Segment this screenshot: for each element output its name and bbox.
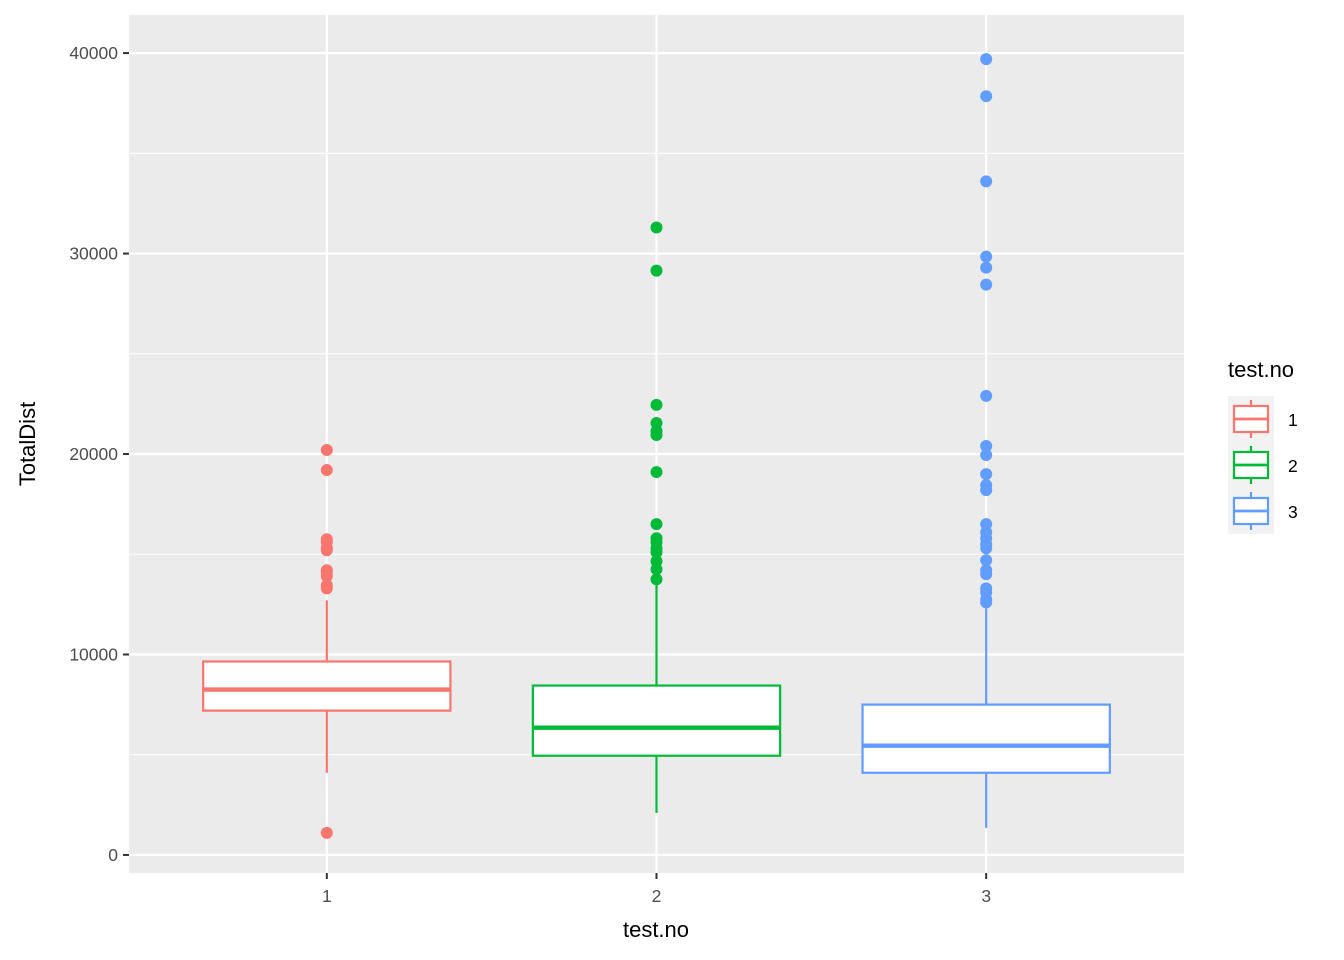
legend-title: test.no bbox=[1228, 357, 1294, 382]
legend-keys: 1 2 3 bbox=[1228, 396, 1298, 534]
outlier-point bbox=[650, 573, 663, 586]
legend-label: 2 bbox=[1288, 456, 1298, 476]
legend-key-2: 2 bbox=[1228, 442, 1298, 488]
outlier-point bbox=[320, 826, 333, 839]
outlier-point bbox=[980, 278, 993, 291]
y-tick-label: 30000 bbox=[69, 244, 118, 264]
x-tick-label: 2 bbox=[652, 886, 662, 906]
outlier-point bbox=[650, 555, 663, 568]
outlier-point bbox=[980, 449, 993, 462]
x-axis: 1 2 3 bbox=[322, 873, 991, 906]
legend-label: 3 bbox=[1288, 502, 1298, 522]
outlier-point bbox=[980, 554, 993, 567]
outlier-point bbox=[650, 221, 663, 234]
box bbox=[202, 660, 452, 712]
outlier-point bbox=[980, 250, 993, 263]
outlier-point bbox=[320, 564, 333, 577]
outlier-point bbox=[320, 579, 333, 592]
outlier-point bbox=[650, 416, 663, 429]
outlier-point bbox=[980, 582, 993, 595]
outlier-point bbox=[650, 264, 663, 277]
boxplot-1 bbox=[202, 444, 452, 839]
outlier-point bbox=[320, 533, 333, 546]
outlier-point bbox=[980, 261, 993, 274]
legend: test.no 1 2 3 bbox=[1228, 357, 1298, 534]
outlier-point bbox=[980, 564, 993, 577]
y-axis-title: TotalDist bbox=[15, 402, 40, 486]
x-axis-title: test.no bbox=[623, 917, 689, 942]
outlier-point bbox=[320, 444, 333, 457]
y-tick-label: 0 bbox=[108, 845, 118, 865]
legend-key-1: 1 bbox=[1228, 396, 1298, 442]
y-tick-label: 10000 bbox=[69, 644, 118, 664]
outlier-point bbox=[650, 398, 663, 411]
outlier-point bbox=[650, 532, 663, 545]
outlier-point bbox=[650, 466, 663, 479]
outlier-point bbox=[980, 175, 993, 188]
x-tick-label: 3 bbox=[981, 886, 991, 906]
y-tick-label: 40000 bbox=[69, 43, 118, 63]
boxplots bbox=[202, 53, 1111, 839]
boxplot-3 bbox=[861, 53, 1111, 828]
outlier-point bbox=[980, 518, 993, 531]
outlier-point bbox=[980, 53, 993, 66]
box bbox=[531, 684, 782, 757]
legend-label: 1 bbox=[1288, 410, 1298, 430]
outlier-point bbox=[320, 464, 333, 477]
x-tick-label: 1 bbox=[322, 886, 332, 906]
outlier-point bbox=[980, 389, 993, 402]
outlier-point bbox=[650, 518, 663, 531]
y-tick-label: 20000 bbox=[69, 444, 118, 464]
legend-key-3: 3 bbox=[1228, 488, 1298, 534]
y-axis: 0 10000 20000 30000 40000 bbox=[69, 43, 129, 865]
outlier-point bbox=[980, 440, 993, 453]
outlier-point bbox=[980, 468, 993, 481]
box bbox=[861, 703, 1111, 774]
boxplot-2 bbox=[531, 221, 782, 813]
outlier-point bbox=[980, 90, 993, 103]
outlier-point bbox=[980, 479, 993, 492]
